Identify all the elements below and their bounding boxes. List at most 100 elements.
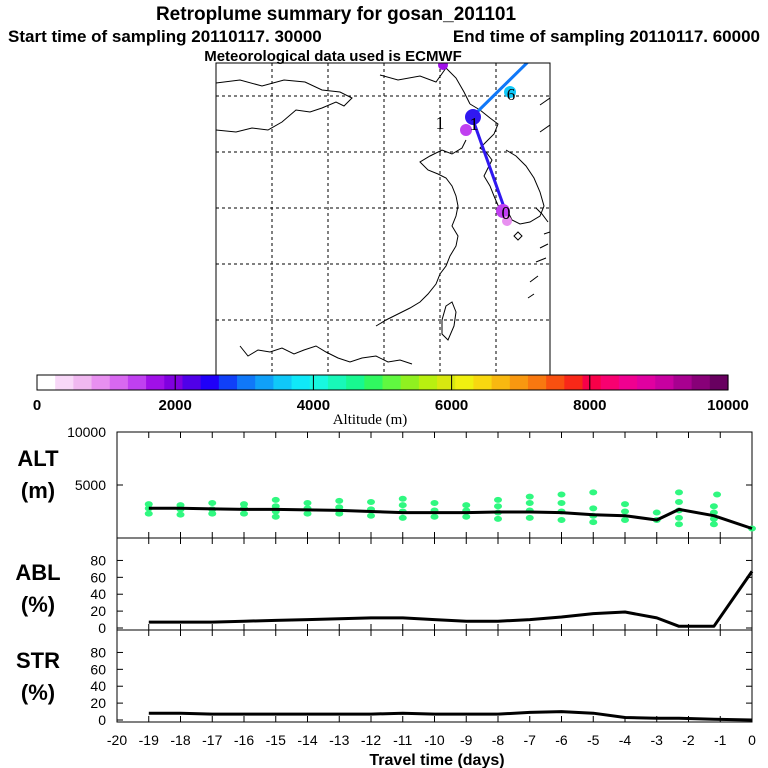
altitude-scatter-point [589,489,598,496]
colorbar-cell [400,375,420,390]
series-line [148,570,754,628]
colorbar-cell [709,375,729,390]
colorbar-cell [509,375,529,390]
altitude-scatter-point [589,519,598,526]
altitude-colorbar: 0 2000 4000 6000 8000 10000 Altitude (m) [33,374,749,428]
altitude-scatter-point [525,493,534,500]
x-axis-label: Travel time (days) [369,752,504,768]
travel-time-axis: -20 -19 -18 -17 -16 -15 -14 -13 -12 -11 -10 -9 -8 -7-… [107,732,756,748]
altitude-scatter-point [271,513,280,520]
colorbar-tick-label: 4000 [297,397,330,414]
trajectory-main-branch [470,116,507,211]
point-label-0: 0 [502,203,511,223]
colorbar-cell [273,375,293,390]
trajectory-point [496,204,510,218]
colorbar-cell [237,375,256,390]
met-data-label: Meteorological data used is ECMWF [204,48,462,65]
altitude-scatter-point [674,521,683,528]
altitude-scatter-point [557,491,566,498]
altitude-scatter-point [271,496,280,503]
colorbar-tick-label: 6000 [435,397,468,414]
x-tick-label: -17 [202,732,222,748]
colorbar-cell [146,375,165,390]
x-tick-label: -18 [170,732,190,748]
altitude-scatter-point [709,521,718,528]
altitude-scatter-point [462,502,471,509]
panel-label: ABL [15,560,60,585]
colorbar-cell [455,375,475,390]
trajectory-map: 1 1 6 0 [215,62,551,376]
altitude-scatter-point [557,516,566,523]
altitude-scatter-point [557,500,566,507]
colorbar-tick-label: 0 [33,397,41,414]
colorbar-cell [655,375,675,390]
colorbar-cell [564,375,584,390]
figure-title: Retroplume summary for gosan_201101 [156,4,517,25]
panel-frame [116,629,753,723]
colorbar-cell [327,375,347,390]
series-line [148,710,753,722]
altitude-scatter-point [589,505,598,512]
altitude-scatter-point [494,515,502,522]
altitude-scatter-point [398,514,407,521]
altitude-scatter-point [240,501,248,508]
panel-label: ALT [17,446,59,471]
point-label-1: 1 [436,113,445,133]
colorbar-cell [618,375,638,390]
altitude-scatter-point [621,508,629,515]
altitude-scatter-point [462,513,471,520]
altitude-scatter-point [144,501,153,508]
altitude-scatter-point [494,496,502,503]
colorbar-cell [582,375,602,390]
altitude-scatter-point [367,498,375,505]
colorbar-cell [255,375,274,390]
x-tick-label: -15 [266,732,286,748]
x-tick-label: -1 [714,732,727,748]
trajectory-point [502,216,512,226]
x-tick-label: -16 [234,732,254,748]
x-tick-label: 0 [748,732,756,748]
colorbar-cell [73,375,93,390]
point-label-6: 6 [507,85,516,104]
x-tick-label: -9 [460,732,473,748]
altitude-scatter-point [398,495,407,502]
altitude-scatter-point [271,503,280,510]
x-tick-label: -10 [424,732,444,748]
altitude-scatter-point [713,491,722,498]
panel-unit: (%) [21,592,55,617]
altitude-scatter-point [525,500,534,507]
x-tick-label: -12 [361,732,381,748]
colorbar-cell [437,375,456,390]
x-tick-label: -19 [139,732,159,748]
altitude-scatter-point [525,514,534,521]
colorbar-cell [109,375,129,390]
altitude-scatter-point [674,514,683,521]
trajectory-point [438,63,448,70]
x-tick-label: -13 [329,732,349,748]
colorbar-tick-label: 2000 [159,397,192,414]
trajectory-point [465,109,481,125]
y-tick-label: 40 [90,586,106,602]
colorbar-cell [91,375,111,390]
colorbar-cell [637,375,656,390]
colorbar-cell [527,375,547,390]
series-line [148,506,753,530]
altitude-scatter-point [335,497,344,504]
altitude-scatter-point [494,503,502,510]
altitude-scatter-point [430,500,439,507]
altitude-scatter-point [335,510,344,517]
altitude-scatter-point [709,503,718,510]
end-time-label: End time of sampling 20110117. 60000 [453,27,760,46]
colorbar-cell [364,375,384,390]
colorbar-cell [600,375,620,390]
colorbar-title: Altitude (m) [333,412,408,428]
colorbar-cell [382,375,402,390]
colorbar-cell [473,375,493,390]
x-tick-label: -14 [297,732,317,748]
altitude-scatter-point [652,509,661,516]
altitude-scatter-point [303,500,312,507]
colorbar-tick-label: 10000 [707,397,749,414]
